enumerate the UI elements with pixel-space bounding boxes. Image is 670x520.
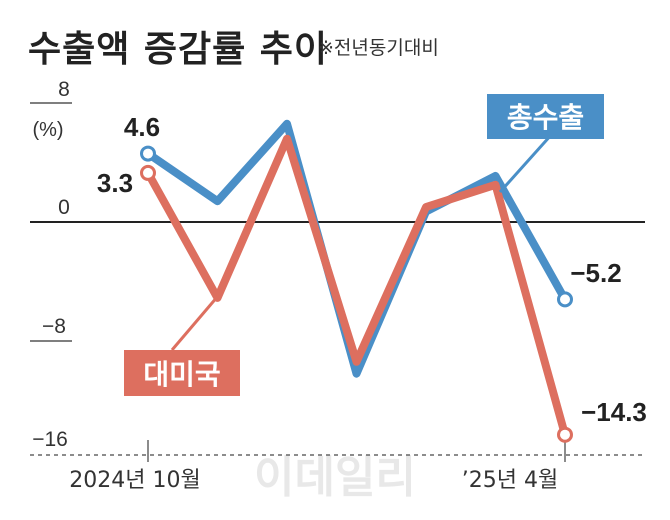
watermark-text: 이데일리 xyxy=(254,452,416,503)
y-tick-label-neg16: −16 xyxy=(32,428,68,451)
y-tick-label-8: 8 xyxy=(58,78,70,101)
legend-box-total xyxy=(487,94,604,139)
chart-title: 수출액 증감률 추이 xyxy=(28,29,329,70)
legend-box-us xyxy=(124,350,240,396)
data-label-total-first: 4.6 xyxy=(124,112,160,142)
y-tick-label-0: 0 xyxy=(58,196,70,219)
data-point-total-last xyxy=(557,291,573,308)
y-tick-label-neg8: −8 xyxy=(42,315,66,338)
data-label-us-first: 3.3 xyxy=(97,168,133,198)
data-point-total-first xyxy=(140,145,156,162)
series-line-total xyxy=(144,119,569,378)
x-tick-label-last: ’25년 4월 xyxy=(462,468,558,493)
y-axis-unit: (%) xyxy=(32,119,63,141)
legend-label-us: 대미국 xyxy=(143,358,220,391)
data-label-total-last: −5.2 xyxy=(570,258,621,288)
legend-leader-us xyxy=(170,295,220,351)
data-point-us-first xyxy=(140,164,156,181)
data-point-us-last xyxy=(557,426,573,443)
data-label-us-last: −14.3 xyxy=(581,397,647,427)
x-tick-label-first: 2024년 10월 xyxy=(69,468,200,493)
chart-subtitle: ※전년동기대비 xyxy=(318,37,439,59)
legend-label-total: 총수출 xyxy=(507,101,584,134)
legend-leader-total xyxy=(498,132,554,194)
